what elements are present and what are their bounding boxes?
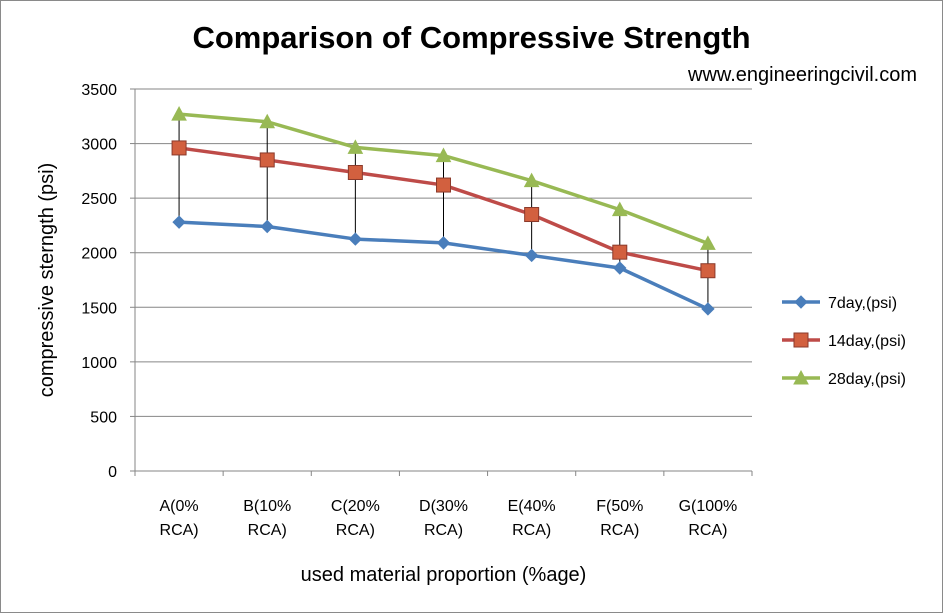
data-point-s2-1 <box>171 140 187 156</box>
x-tick-label: F(50% <box>596 498 643 515</box>
legend-marker <box>793 332 809 348</box>
y-tick-label: 2500 <box>81 191 117 208</box>
data-point-s1-6 <box>613 261 627 275</box>
data-point-s3-7 <box>700 235 716 250</box>
data-point-s2-6 <box>612 244 628 260</box>
data-point-s2-7 <box>700 263 716 279</box>
data-point-s3-1 <box>171 106 187 121</box>
y-tick-label: 3000 <box>81 137 117 154</box>
data-point-s1-4 <box>436 236 451 250</box>
y-axis-title: compressive sterngth (psi) <box>36 163 58 398</box>
legend-marker <box>793 369 809 385</box>
x-tick-label: D(30% <box>419 498 468 515</box>
data-point-s1-3 <box>348 232 363 246</box>
y-tick-label: 0 <box>108 464 117 481</box>
legend-label: 28day,(psi) <box>828 371 906 388</box>
data-point-s1-1 <box>172 215 186 229</box>
data-point-s3-3 <box>347 139 364 154</box>
legend-label: 7day,(psi) <box>828 295 897 312</box>
x-tick-label: RCA) <box>424 522 463 539</box>
y-tick-label: 3500 <box>81 82 117 99</box>
x-tick-label: RCA) <box>600 522 639 539</box>
legend-label: 14day,(psi) <box>828 333 906 350</box>
data-point-s2-3 <box>347 164 363 180</box>
watermark-text: www.engineeringcivil.com <box>688 64 917 86</box>
x-tick-label: B(10% <box>243 498 291 515</box>
y-tick-label: 1500 <box>81 300 117 317</box>
data-point-s2-4 <box>436 177 451 193</box>
data-point-s1-7 <box>701 302 715 316</box>
y-tick-label: 2000 <box>81 246 117 263</box>
x-tick-label: RCA) <box>160 522 199 539</box>
x-tick-label: C(20% <box>331 498 380 515</box>
x-tick-label: E(40% <box>508 498 556 515</box>
y-tick-label: 500 <box>90 409 117 426</box>
data-point-s1-5 <box>524 248 539 263</box>
legend-marker <box>794 295 808 309</box>
chart-title: Comparison of Compressive Strength <box>192 20 751 55</box>
data-point-s3-2 <box>259 113 276 129</box>
data-point-s3-4 <box>435 147 452 163</box>
data-point-s2-5 <box>524 207 540 223</box>
x-tick-label: G(100% <box>679 498 738 515</box>
x-tick-label: RCA) <box>248 522 287 539</box>
y-tick-label: 1000 <box>81 355 117 372</box>
x-axis-title: used material proportion (%age) <box>301 564 587 586</box>
x-tick-label: RCA) <box>688 522 727 539</box>
data-point-s2-2 <box>259 152 275 168</box>
x-tick-label: A(0% <box>160 498 199 515</box>
x-tick-label: RCA) <box>336 522 375 539</box>
data-point-s1-2 <box>260 219 274 234</box>
data-point-s3-6 <box>611 201 628 217</box>
x-tick-label: RCA) <box>512 522 551 539</box>
data-point-s3-5 <box>523 172 540 188</box>
